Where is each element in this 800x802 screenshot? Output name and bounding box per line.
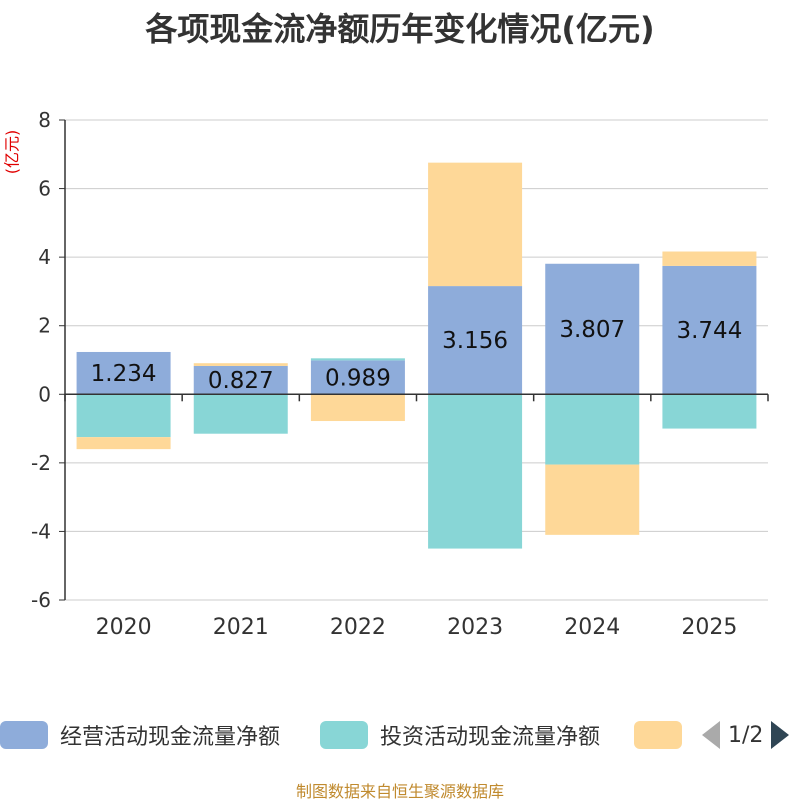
bar-financing-2024 <box>545 464 640 535</box>
x-tick-label: 2020 <box>96 615 152 640</box>
bar-financing-2021 <box>193 363 288 366</box>
y-tick-label: -2 <box>31 451 51 475</box>
bar-investing-2020 <box>76 394 171 438</box>
bar-investing-2025 <box>662 394 757 429</box>
legend-label-operating: 经营活动现金流量净额 <box>60 725 281 750</box>
x-tick-label: 2022 <box>330 615 386 640</box>
legend-next-page-icon[interactable] <box>771 721 790 749</box>
legend-item-investing[interactable]: 投资活动现金流量净额 <box>320 715 600 755</box>
legend-item-operating[interactable]: 经营活动现金流量净额 <box>0 715 280 755</box>
bar-investing-2022 <box>310 358 405 361</box>
bar-investing-2024 <box>545 394 640 465</box>
bar-financing-2022 <box>310 394 405 422</box>
x-tick-label: 2023 <box>447 615 503 640</box>
x-tick-label: 2021 <box>213 615 269 640</box>
data-label-2023: 3.156 <box>442 328 508 354</box>
legend-swatch-financing <box>634 721 682 749</box>
x-tick-label: 2024 <box>564 615 620 640</box>
legend: 经营活动现金流量净额 投资活动现金流量净额 1/2 <box>0 715 800 755</box>
bar-investing-2021 <box>193 394 288 434</box>
legend-page-indicator: 1/2 <box>728 722 764 748</box>
legend-swatch-operating <box>0 721 48 749</box>
data-label-2020: 1.234 <box>91 361 157 387</box>
bar-operating-2021 <box>193 365 288 395</box>
bar-financing-2020 <box>76 437 171 450</box>
legend-prev-page-icon[interactable] <box>702 721 720 749</box>
bar-operating-2022 <box>310 360 405 395</box>
y-tick-label: 8 <box>38 108 51 132</box>
y-tick-label: -4 <box>31 519 51 543</box>
bar-financing-2025 <box>662 251 757 266</box>
bar-operating-2024 <box>545 263 640 395</box>
legend-pager: 1/2 <box>702 715 790 755</box>
y-tick-label: 6 <box>38 177 51 201</box>
bar-operating-2023 <box>428 286 523 395</box>
legend-swatch-investing <box>320 721 368 749</box>
y-tick-label: 2 <box>38 314 51 338</box>
bar-investing-2023 <box>428 394 523 549</box>
bar-operating-2025 <box>662 265 757 395</box>
chart-title: 各项现金流净额历年变化情况(亿元) <box>145 10 655 48</box>
bar-operating-2020 <box>76 351 171 395</box>
data-label-2024: 3.807 <box>559 317 625 343</box>
data-label-2022: 0.989 <box>325 365 391 391</box>
x-tick-label: 2025 <box>681 615 737 640</box>
y-tick-label: -6 <box>31 588 51 612</box>
data-source-note: 制图数据来自恒生聚源数据库 <box>295 782 504 801</box>
legend-item-financing[interactable] <box>634 715 694 755</box>
data-label-2025: 3.744 <box>676 318 742 344</box>
data-label-2021: 0.827 <box>208 368 274 394</box>
y-tick-label: 4 <box>38 245 51 269</box>
legend-label-investing: 投资活动现金流量净额 <box>380 725 601 750</box>
bar-financing-2023 <box>428 162 523 287</box>
y-tick-label: 0 <box>38 382 51 406</box>
chart-area: -6 -4 -2 0 2 4 6 8 1.234 2020 0.827 2021 0.989 2022 3.… <box>31 108 769 640</box>
